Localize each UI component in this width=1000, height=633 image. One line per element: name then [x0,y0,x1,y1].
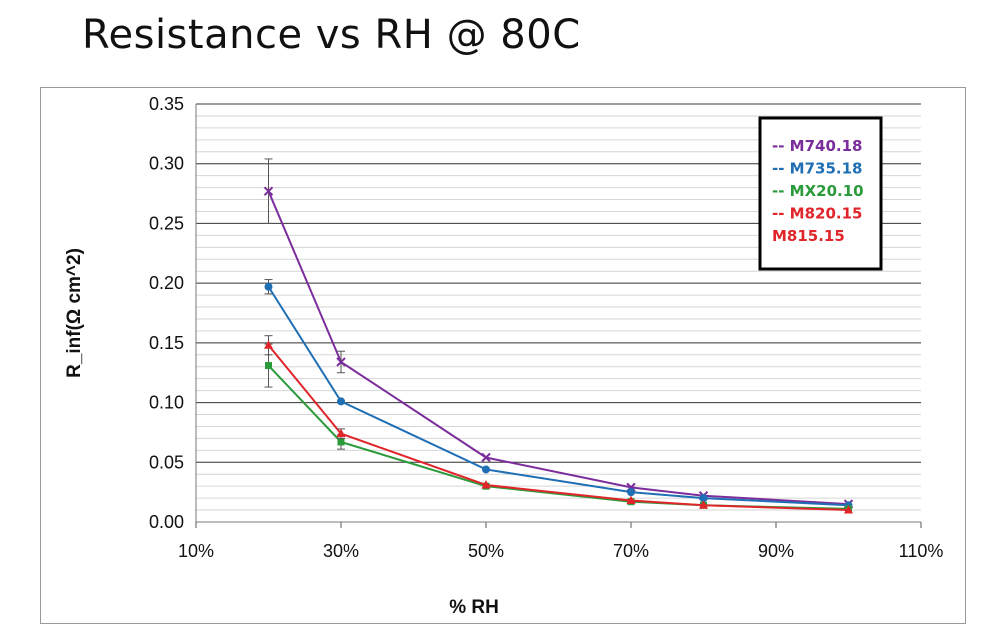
data-point [336,357,346,367]
y-tick-label: 0.20 [149,273,184,293]
data-point [264,340,273,349]
series-line [267,190,849,506]
y-tick-label: 0.10 [149,393,184,413]
axes [195,104,922,528]
x-tick-label: 90% [758,541,794,561]
x-tick-label: 110% [899,541,944,561]
y-tick-label: 0.00 [149,512,184,532]
legend-entry: -- MX20.10 [772,182,864,200]
tick-labels: 0.00 0.05 0.10 0.15 0.20 0.25 0.30 0.35 10% 30% 50… [149,94,943,561]
data-point [699,494,708,503]
series-M735.18 [264,279,853,510]
y-tick-label: 0.30 [149,154,184,174]
legend-entry: -- M740.18 [772,137,862,155]
data-point [336,428,346,438]
y-axis-title: R_inf(Ω cm^2) [64,248,85,378]
data-point [626,495,636,505]
data-point [481,479,491,489]
x-tick-label: 10% [178,541,214,561]
chart-frame [40,87,966,624]
x-tick-label: 70% [613,541,649,561]
x-tick-label: 30% [323,541,359,561]
legend: -- M740.18 -- M735.18 -- MX20.10 -- M820.15… [758,116,883,271]
legend-box [758,116,883,271]
page-title: Resistance vs RH @ 80C [82,12,581,58]
data-point [337,438,345,446]
series-M820.15 [264,335,853,514]
y-tick-label: 0.05 [149,452,184,472]
data-point [263,186,274,196]
series-line [267,364,849,510]
data-point [265,362,272,370]
data-point [699,500,708,509]
legend-entry: -- M820.15 [772,205,862,223]
series-layer [263,158,854,514]
y-tick-label: 0.15 [149,333,184,353]
series-line [267,286,849,507]
x-tick-label: 50% [468,541,504,561]
data-point [481,452,491,463]
x-axis-title: % RH [449,597,499,618]
data-point [264,282,273,291]
legend-entry: M815.15 [772,227,845,245]
legend-entry: -- M735.18 [772,160,862,178]
y-tick-label: 0.25 [149,213,184,233]
data-point [482,465,490,474]
data-point [844,505,853,514]
data-point [627,488,635,497]
y-tick-label: 0.35 [149,94,184,114]
series-line [267,344,849,512]
data-point [337,397,345,406]
